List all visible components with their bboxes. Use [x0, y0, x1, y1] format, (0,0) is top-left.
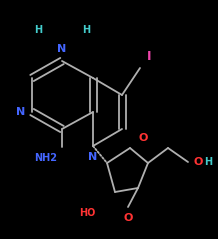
Text: N: N — [16, 107, 25, 117]
Text: N: N — [57, 44, 67, 54]
Text: NH2: NH2 — [34, 153, 57, 163]
Text: O: O — [123, 213, 133, 223]
Text: O: O — [138, 133, 147, 143]
Text: H: H — [34, 25, 42, 35]
Text: H: H — [204, 157, 212, 167]
Text: I: I — [147, 50, 152, 63]
Text: O: O — [193, 157, 202, 167]
Text: H: H — [82, 25, 90, 35]
Text: HO: HO — [79, 208, 95, 218]
Text: N: N — [88, 152, 98, 162]
